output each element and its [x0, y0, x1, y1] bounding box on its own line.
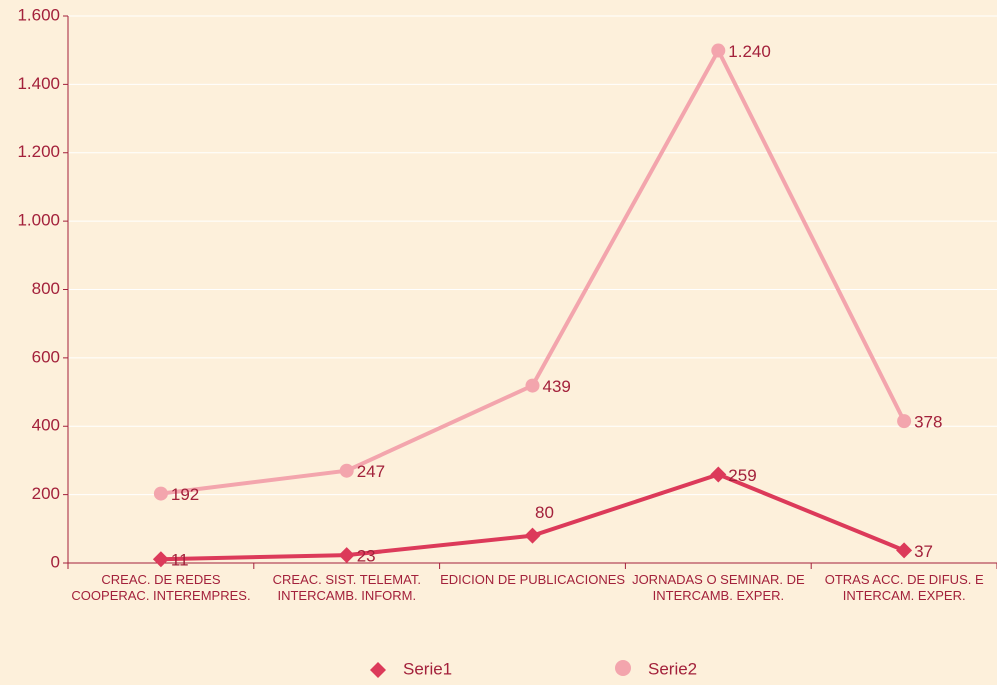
legend-label: Serie1 [403, 659, 452, 678]
x-tick-label: OTRAS ACC. DE DIFUS. E INTERCAM. EXPER. [824, 572, 984, 603]
y-tick-label: 1.200 [17, 142, 60, 161]
data-label: 23 [357, 547, 376, 566]
y-tick-label: 200 [32, 484, 60, 503]
y-tick-label: 400 [32, 416, 60, 435]
marker [153, 486, 168, 501]
data-label: 247 [357, 462, 385, 481]
legend-label: Serie2 [648, 659, 697, 678]
data-label: 378 [914, 413, 942, 432]
marker [711, 43, 726, 58]
legend-marker [615, 660, 631, 676]
x-tick-label: CREAC. SIST. TELEMAT. INTERCAMB. INFORM. [272, 572, 421, 603]
y-tick-label: 0 [51, 552, 60, 571]
y-tick-label: 1.000 [17, 211, 60, 230]
data-label: 80 [535, 503, 554, 522]
data-label: 11 [171, 551, 189, 570]
marker [339, 463, 354, 478]
marker [525, 378, 540, 393]
marker [896, 542, 913, 559]
series-line [160, 46, 906, 496]
x-tick-label: JORNADAS O SEMINAR. DE INTERCAMB. EXPER. [632, 572, 805, 603]
legend-marker [370, 662, 386, 678]
marker [338, 547, 355, 564]
y-tick-label: 1.400 [17, 74, 60, 93]
marker [897, 414, 912, 429]
marker [152, 551, 169, 568]
marker [524, 527, 541, 544]
data-label: 37 [914, 542, 933, 561]
data-label: 192 [171, 485, 199, 504]
x-tick-label: EDICION DE PUBLICACIONES [440, 572, 626, 587]
data-label: 439 [543, 377, 571, 396]
series-line [160, 472, 905, 562]
x-tick-label: CREAC. DE REDES COOPERAC. INTEREMPRES. [71, 572, 251, 603]
y-tick-label: 800 [32, 279, 60, 298]
y-tick-label: 600 [32, 347, 60, 366]
marker [710, 466, 727, 483]
data-label: 259 [728, 466, 756, 485]
y-tick-label: 1.600 [17, 5, 60, 24]
data-label: 1.240 [728, 42, 771, 61]
